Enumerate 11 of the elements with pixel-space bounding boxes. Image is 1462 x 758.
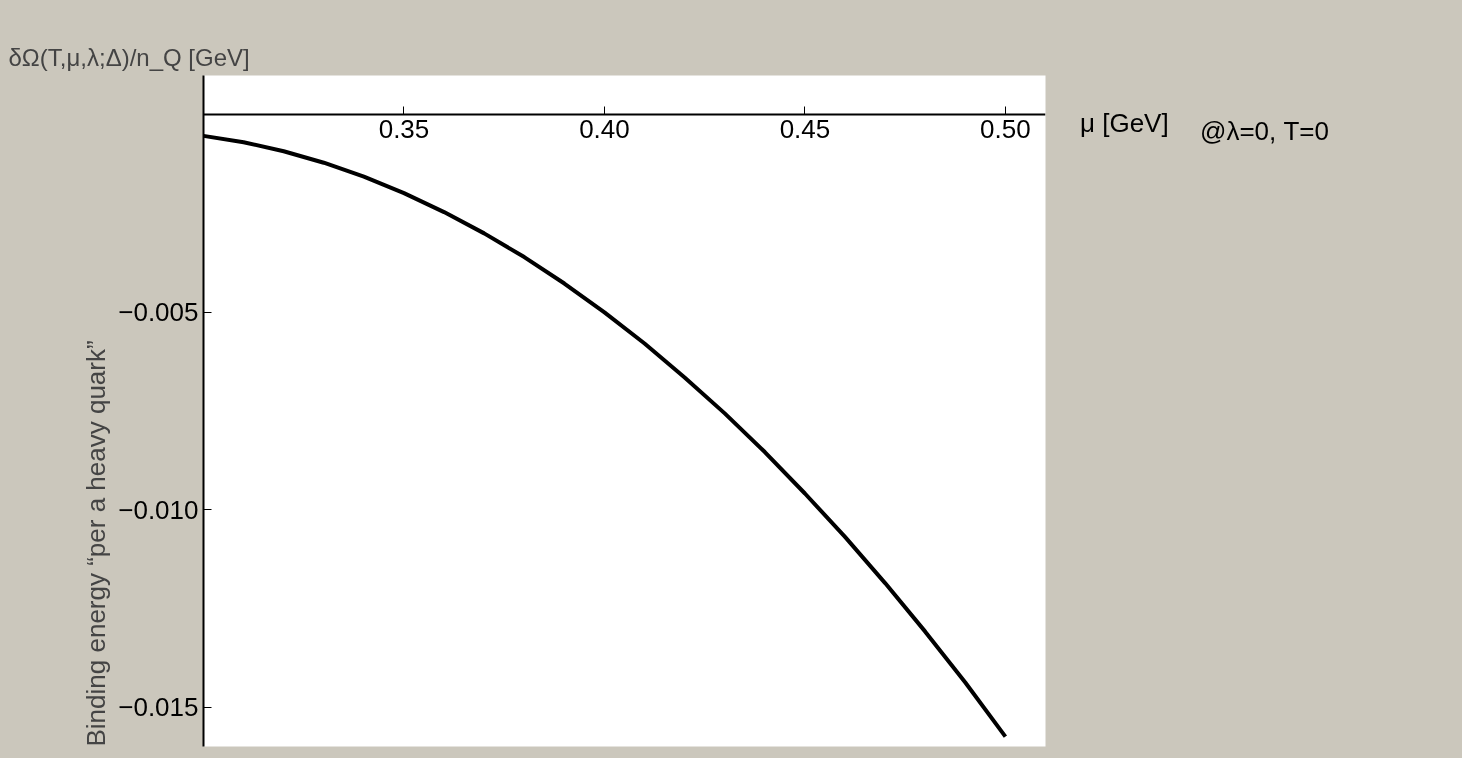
- x-tick-label: 0.50: [980, 113, 1031, 144]
- x-tick-label: 0.40: [579, 113, 630, 144]
- y-tick-label: −0.015: [118, 692, 199, 723]
- y-tick-label: −0.005: [118, 297, 199, 328]
- x-axis-title: μ [GeV]: [1080, 107, 1169, 140]
- x-tick-label: 0.35: [378, 113, 430, 144]
- text: @λ=0, T=0: [1200, 115, 1330, 148]
- y-tick-label: −0.010: [118, 494, 199, 525]
- y-axis-title: δΩ(T,μ,λ;Δ)/n_Q [GeV]: [8, 43, 250, 71]
- text: Binding energy “per a heavy quark”: [80, 340, 111, 747]
- x-tick-label: 0.45: [779, 113, 831, 144]
